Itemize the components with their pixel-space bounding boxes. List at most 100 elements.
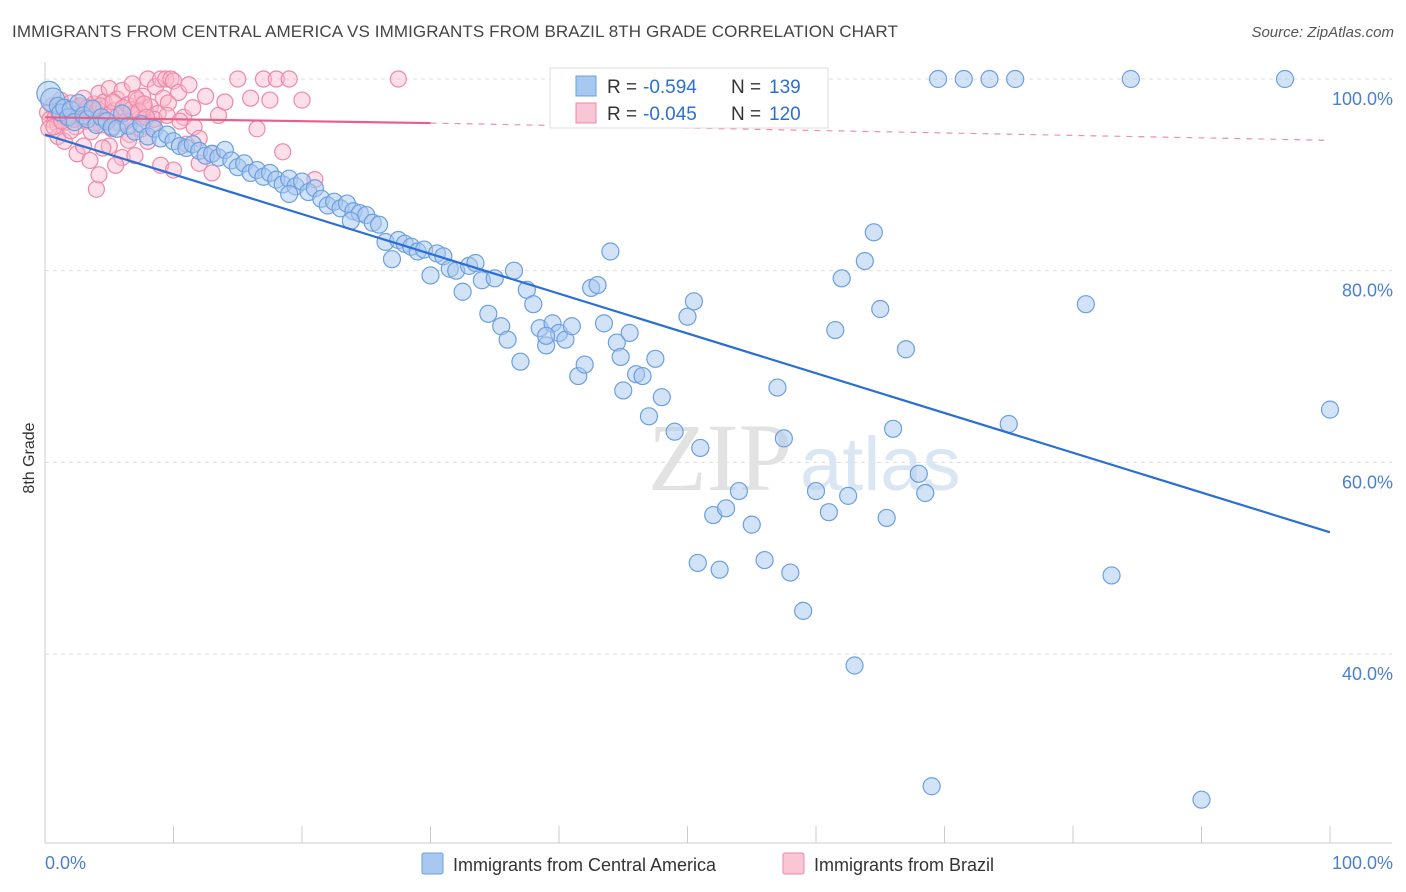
trend-line-brazil <box>44 116 431 125</box>
brazil-point-58 <box>216 93 234 111</box>
central-america-point-59 <box>382 250 402 269</box>
axes <box>44 62 1392 844</box>
watermark-zip: ZIP <box>648 404 792 511</box>
central-america-point-111 <box>768 378 787 397</box>
central-america-point-138 <box>954 69 973 89</box>
brazil-point-69 <box>389 70 407 88</box>
central-america-point-141 <box>1121 69 1140 89</box>
legend-row2-r-value: -0.045 <box>643 104 697 125</box>
central-america-point-108 <box>729 481 749 501</box>
central-america-point-135 <box>1192 790 1211 809</box>
central-america-point-129 <box>922 777 941 796</box>
central-america-point-89 <box>575 355 594 374</box>
brazil-point-61 <box>248 120 266 138</box>
legend-row1-n-value: 139 <box>769 77 801 98</box>
central-america-point-136 <box>1320 400 1340 419</box>
central-america-point-126 <box>896 340 916 359</box>
central-america-point-81 <box>524 295 543 314</box>
central-america-point-93 <box>601 242 620 261</box>
brazil-point-62 <box>254 70 273 88</box>
brazil-point-94 <box>184 99 202 117</box>
x-tick-label-0: 0.0% <box>45 853 86 873</box>
central-america-point-109 <box>742 515 761 534</box>
central-america-point-128 <box>916 483 935 503</box>
legend-swatch-pink <box>575 102 597 124</box>
central-america-point-79 <box>511 352 530 371</box>
central-america-point-133 <box>1076 295 1095 314</box>
central-america-point-78 <box>504 261 524 280</box>
brazil-point-72 <box>87 180 106 198</box>
central-america-point-65 <box>421 266 440 285</box>
y-tick-label-100: 100.0% <box>1332 89 1393 109</box>
bottom-legend-swatch-pink <box>782 852 805 875</box>
central-america-point-113 <box>781 563 800 582</box>
central-america-point-137 <box>928 69 948 89</box>
central-america-point-116 <box>819 503 838 522</box>
brazil-point-52 <box>180 76 198 94</box>
brazil-point-48 <box>162 70 180 88</box>
central-america-point-119 <box>839 486 858 505</box>
central-america-point-100 <box>646 349 665 368</box>
source-label: Source: ZipAtlas.com <box>1251 24 1394 41</box>
tick-labels: 40.0% 60.0% 80.0% 100.0% 0.0% 100.0% <box>45 89 1393 873</box>
central-america-point-99 <box>639 407 659 426</box>
brazil-point-47 <box>159 94 177 112</box>
y-axis-label: 8th Grade <box>21 422 38 493</box>
central-america-point-96 <box>620 323 639 343</box>
brazil-point-76 <box>126 147 144 165</box>
legend-row2-r-label: R = <box>607 104 637 125</box>
brazil-point-65 <box>274 143 292 161</box>
bottom-legend-label-brazil: Immigrants from Brazil <box>814 855 994 875</box>
central-america-point-117 <box>826 320 845 340</box>
central-america-point-87 <box>562 317 581 336</box>
brazil-point-64 <box>267 70 285 88</box>
brazil-point-66 <box>280 70 298 88</box>
stats-legend: R = -0.594 N = 139 R = -0.045 N = 120 <box>549 67 829 129</box>
brazil-point-63 <box>261 91 279 109</box>
series-brazil-points <box>38 70 407 198</box>
trend-line-central-america <box>44 133 1331 534</box>
central-america-point-77 <box>498 330 517 349</box>
watermark-zip-text: ZIP <box>648 404 792 511</box>
central-america-point-112 <box>774 429 793 448</box>
central-america-point-92 <box>594 314 614 333</box>
central-america-point-123 <box>871 299 890 319</box>
central-america-point-107 <box>716 499 736 518</box>
brazil-point-73 <box>90 166 108 184</box>
central-america-point-98 <box>633 366 652 386</box>
central-america-point-95 <box>614 381 633 400</box>
brazil-point-71 <box>81 151 99 170</box>
central-america-point-91 <box>588 275 607 295</box>
central-america-point-142 <box>1275 69 1295 89</box>
central-america-point-134 <box>1102 566 1121 585</box>
brazil-point-88 <box>107 156 125 174</box>
central-america-point-104 <box>684 292 704 311</box>
central-america-point-149 <box>537 326 556 345</box>
central-america-point-120 <box>845 656 864 675</box>
central-america-point-146 <box>280 184 299 204</box>
bottom-legend-label-central-america: Immigrants from Central America <box>453 855 717 875</box>
central-america-point-148 <box>611 347 630 367</box>
brazil-point-60 <box>242 89 260 107</box>
legend-swatch-blue <box>575 75 597 97</box>
brazil-point-82 <box>203 164 221 182</box>
central-america-point-102 <box>665 422 684 441</box>
grid-lines <box>45 78 1392 655</box>
central-america-point-103 <box>678 307 697 326</box>
central-america-point-121 <box>855 251 874 271</box>
central-america-point-118 <box>832 269 851 288</box>
central-america-point-124 <box>877 508 896 528</box>
central-america-point-110 <box>755 550 774 570</box>
central-america-point-57 <box>370 215 389 234</box>
brazil-point-59 <box>229 70 247 88</box>
legend-row1-n-label: N = <box>731 77 761 98</box>
central-america-point-140 <box>1006 69 1025 89</box>
legend-row1-r-value: -0.594 <box>643 77 697 98</box>
x-tick-label-100: 100.0% <box>1332 853 1393 873</box>
central-america-point-70 <box>453 282 472 301</box>
central-america-point-101 <box>652 388 671 407</box>
central-america-point-139 <box>980 69 999 89</box>
bottom-legend-swatch-blue <box>421 852 444 875</box>
brazil-point-55 <box>197 87 215 105</box>
